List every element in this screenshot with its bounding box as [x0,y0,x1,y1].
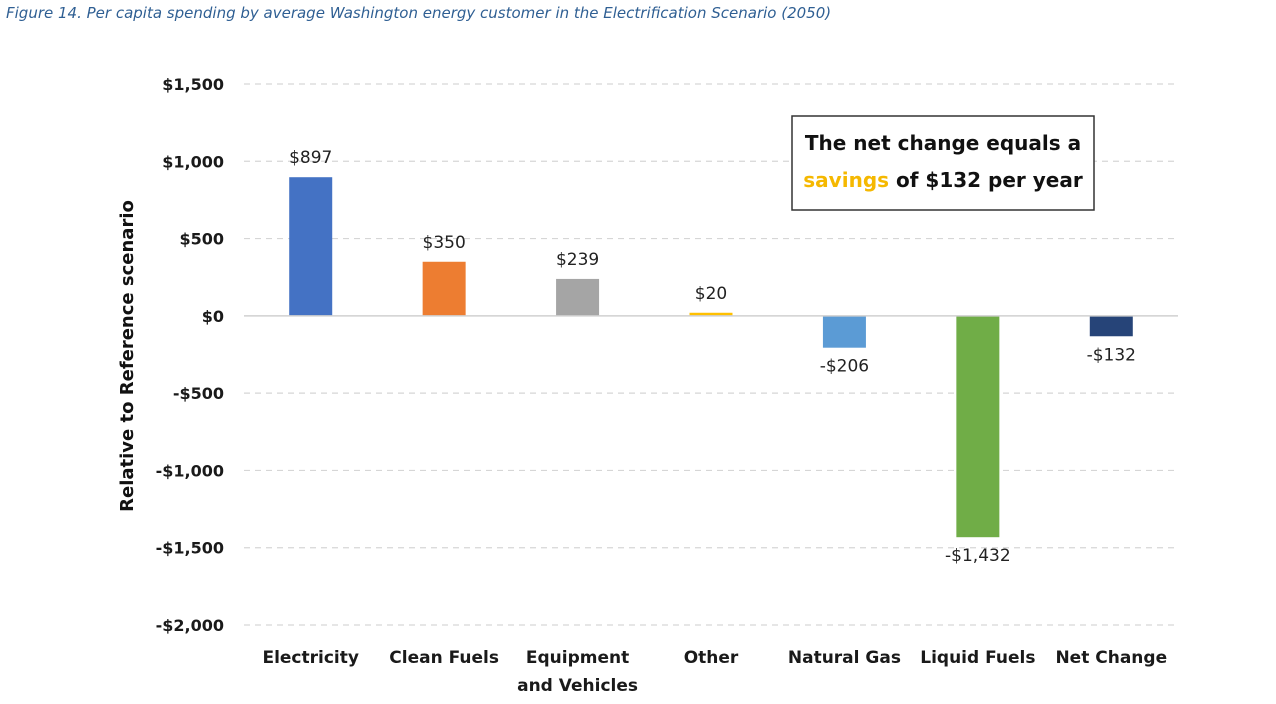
y-tick-label: -$1,000 [156,461,224,480]
annotation-line-2-rest: of $132 per year [889,168,1083,192]
x-tick-label: Equipment and Vehicles [517,648,638,696]
data-label: -$132 [1087,345,1136,365]
bar [1089,315,1133,337]
bar [956,315,1000,538]
bar [422,261,466,316]
x-tick-label: Liquid Fuels [920,648,1035,668]
y-tick-label: -$1,500 [156,539,224,558]
data-label: $897 [289,148,332,168]
bar [289,177,333,316]
figure-caption-text: Per capita spending by average Washingto… [86,4,832,22]
figure-caption: Figure 14. Per capita spending by averag… [6,4,831,22]
bar [556,278,600,316]
y-axis-ticks: $1,500 $1,000 $500 $0 -$500 -$1,000 -$1,500 -$2… [156,75,224,635]
bar [689,312,733,316]
data-label: $239 [556,250,599,270]
figure-label: Figure 14. [6,4,82,22]
x-axis-categories: Electricity Clean Fuels Equipment and Vehic… [262,648,1167,696]
y-tick-label: $500 [179,230,224,249]
x-tick-label: Net Change [1055,648,1167,668]
data-label: -$1,432 [945,546,1011,566]
annotation-box: The net change equals a savings of $132 … [791,115,1095,211]
data-labels: $897 $350 $239 $20 -$206 -$1,432 -$132 [289,148,1136,566]
data-label: $350 [423,233,466,253]
y-tick-label: $1,500 [162,75,224,94]
x-tick-label: Other [684,648,739,668]
gridlines [244,83,1178,626]
data-label: $20 [695,284,727,304]
annotation-line-1: The net change equals a [805,131,1081,155]
bar [822,315,866,348]
data-label: -$206 [820,357,869,377]
x-tick-label: Electricity [262,648,359,668]
annotation-savings-highlight: savings [803,168,889,192]
annotation-line-2: savings of $132 per year [803,168,1083,192]
y-tick-label: $1,000 [162,152,224,171]
y-axis-label: Relative to Reference scenario [117,200,138,512]
y-tick-label: $0 [202,307,224,326]
y-tick-label: -$500 [173,384,224,403]
x-tick-label: Natural Gas [788,648,901,668]
y-tick-label: -$2,000 [156,616,224,635]
x-tick-label: Clean Fuels [389,648,499,668]
bars [289,177,1133,538]
